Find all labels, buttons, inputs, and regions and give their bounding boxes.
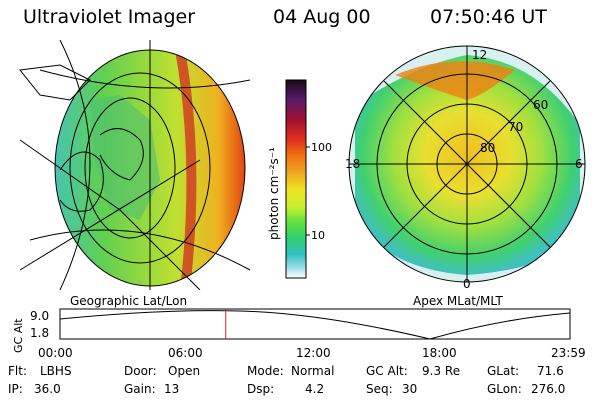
info-glon-value: 276.0 <box>531 382 566 396</box>
mlat-label-80: 80 <box>480 141 495 155</box>
mlt-label-18: 18 <box>345 157 360 171</box>
info-gain-value: 13 <box>164 382 180 396</box>
info-glat-value: 71.6 <box>537 364 564 378</box>
info-mode-label: Mode: <box>247 364 284 378</box>
info-ip-label: IP: <box>8 382 23 396</box>
geo-caption: Geographic Lat/Lon <box>70 294 188 308</box>
info-door: Door: Open <box>124 364 200 378</box>
apex-polar-image: 12 18 6 0 60 70 80 <box>345 45 586 291</box>
timeline-xtick-2: 12:00 <box>296 346 331 360</box>
instrument-title: Ultraviolet Imager <box>23 6 196 28</box>
info-mode-value: Normal <box>291 364 335 378</box>
mlat-label-60: 60 <box>533 98 548 112</box>
colorbar-unit-label: photon cm⁻²s⁻¹ <box>267 147 281 240</box>
apex-caption: Apex MLat/MLT <box>413 294 503 308</box>
colorbar: 100 10 photon cm⁻²s⁻¹ <box>267 79 332 279</box>
info-filter-label: Flt: <box>8 364 27 378</box>
colorbar-tick-100: 100 <box>311 141 332 154</box>
image-date: 04 Aug 00 <box>273 6 371 28</box>
timeline-xtick-3: 18:00 <box>422 346 457 360</box>
info-ip: IP: 36.0 <box>8 382 61 396</box>
timeline-ytick-9: 9.0 <box>30 309 49 323</box>
timeline-xtick-1: 06:00 <box>168 346 203 360</box>
timeline-xtick-4: 23:59 <box>551 346 586 360</box>
geographic-image <box>19 40 250 290</box>
info-glon-label: GLon: <box>487 382 522 396</box>
info-glon: GLon: 276.0 <box>487 382 565 396</box>
info-dsp: Dsp: 4.2 <box>247 382 324 396</box>
info-gc-alt: GC Alt: 9.3 Re <box>366 364 460 378</box>
mlt-label-0: 0 <box>463 277 471 291</box>
info-ip-value: 36.0 <box>34 382 61 396</box>
gc-alt-timeline: GC Alt 9.0 1.8 00:00 06:00 12:00 18:00 2… <box>12 308 586 360</box>
timeline-ytick-1.8: 1.8 <box>30 326 49 340</box>
info-gc-alt-label: GC Alt: <box>366 364 408 378</box>
info-gc-alt-value: 9.3 Re <box>422 364 461 378</box>
info-seq-label: Seq: <box>366 382 393 396</box>
mlt-label-12: 12 <box>472 48 487 62</box>
info-seq: Seq: 30 <box>366 382 417 396</box>
info-dsp-label: Dsp: <box>247 382 275 396</box>
image-time: 07:50:46 UT <box>430 6 547 28</box>
info-dsp-value: 4.2 <box>305 382 325 396</box>
mlt-label-6: 6 <box>575 157 583 171</box>
timeline-axis-label: GC Alt <box>12 318 25 353</box>
info-seq-value: 30 <box>402 382 418 396</box>
info-filter-value: LBHS <box>40 364 72 378</box>
timeline-xtick-0: 00:00 <box>38 346 73 360</box>
info-gain: Gain: 13 <box>124 382 179 396</box>
gc-alt-curve <box>59 310 571 340</box>
timeline-frame <box>59 308 571 340</box>
info-door-value: Open <box>168 364 201 378</box>
info-filter: Flt: LBHS <box>8 364 72 378</box>
mlat-label-70: 70 <box>508 120 523 134</box>
info-mode: Mode: Normal <box>247 364 334 378</box>
info-glat: GLat: 71.6 <box>487 364 564 378</box>
colorbar-tick-10: 10 <box>311 229 325 242</box>
colorbar-scale <box>285 79 307 279</box>
info-glat-label: GLat: <box>487 364 520 378</box>
info-gain-label: Gain: <box>124 382 156 396</box>
info-door-label: Door: <box>124 364 157 378</box>
